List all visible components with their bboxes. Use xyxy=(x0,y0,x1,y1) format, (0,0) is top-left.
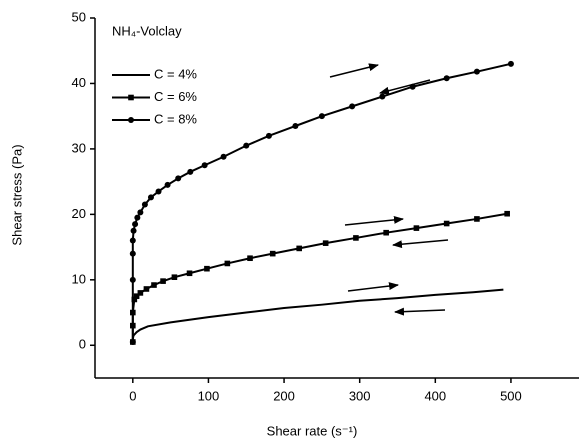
marker xyxy=(129,276,136,283)
x-tick-label: 300 xyxy=(349,388,371,403)
legend-label: C = 8% xyxy=(154,111,197,126)
x-tick-label: 100 xyxy=(198,388,220,403)
marker xyxy=(147,194,154,201)
marker xyxy=(164,181,171,188)
marker xyxy=(134,214,141,221)
marker xyxy=(247,255,253,262)
marker xyxy=(292,123,299,129)
marker xyxy=(171,274,178,280)
marker xyxy=(175,175,182,182)
y-tick-label: 20 xyxy=(72,206,86,221)
marker xyxy=(349,103,356,110)
marker xyxy=(128,94,134,101)
x-tick-label: 0 xyxy=(129,388,136,403)
series-line xyxy=(131,212,508,342)
marker xyxy=(204,265,210,272)
marker xyxy=(160,278,166,284)
marker xyxy=(443,75,450,82)
annotation: NH₄-Volclay xyxy=(112,23,182,38)
x-axis-label: Shear rate (s⁻¹) xyxy=(267,423,358,438)
marker xyxy=(137,290,144,296)
marker xyxy=(473,68,480,75)
marker xyxy=(201,162,208,169)
marker xyxy=(187,168,194,175)
marker xyxy=(243,142,250,149)
marker xyxy=(151,282,157,288)
marker xyxy=(353,235,359,241)
y-tick-label: 10 xyxy=(72,271,86,286)
marker xyxy=(143,286,150,292)
marker xyxy=(474,216,480,222)
x-tick-label: 500 xyxy=(500,388,522,403)
marker xyxy=(137,209,144,216)
marker xyxy=(504,210,510,217)
y-tick-label: 30 xyxy=(72,140,86,155)
marker xyxy=(379,93,386,100)
x-tick-label: 400 xyxy=(424,388,446,403)
y-tick-label: 0 xyxy=(79,337,86,352)
marker xyxy=(383,229,389,236)
marker xyxy=(155,188,162,195)
marker xyxy=(186,270,193,277)
series-line xyxy=(131,288,504,344)
marker xyxy=(296,245,302,252)
marker xyxy=(318,113,325,120)
marker xyxy=(409,83,416,90)
marker xyxy=(224,260,231,267)
marker xyxy=(269,250,276,257)
marker xyxy=(129,339,136,345)
legend-label: C = 4% xyxy=(154,66,197,81)
marker xyxy=(141,201,148,208)
marker xyxy=(128,117,134,123)
marker xyxy=(129,250,136,257)
marker xyxy=(507,60,514,67)
y-axis-label: Shear stress (Pa) xyxy=(9,144,24,245)
marker xyxy=(443,220,450,227)
marker xyxy=(413,225,420,231)
marker xyxy=(133,293,140,299)
marker xyxy=(265,132,272,139)
marker xyxy=(129,237,136,244)
marker xyxy=(322,240,329,246)
y-tick-label: 50 xyxy=(72,9,86,24)
marker xyxy=(131,296,138,303)
y-tick-label: 40 xyxy=(72,75,86,90)
marker xyxy=(130,227,137,234)
marker xyxy=(220,153,227,160)
x-tick-label: 200 xyxy=(273,388,295,403)
marker xyxy=(132,221,139,228)
legend-label: C = 6% xyxy=(154,89,197,104)
series-line xyxy=(131,62,512,342)
direction-arrows xyxy=(329,63,449,316)
